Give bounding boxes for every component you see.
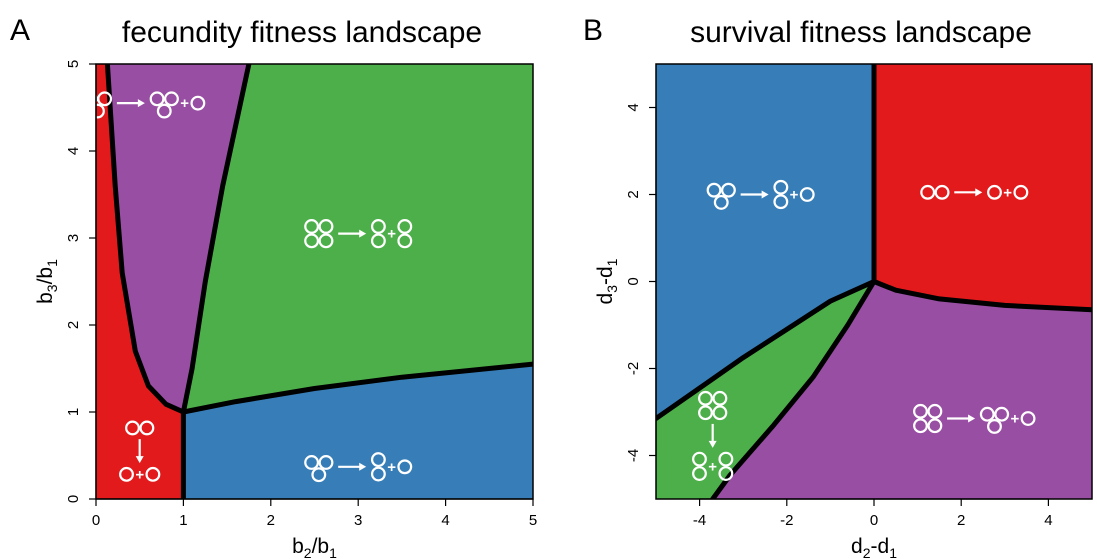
- axis-label-part: d: [594, 293, 617, 305]
- reaction-plus: +: [1010, 411, 1019, 428]
- y-tick-label: 4: [625, 103, 642, 111]
- axis-label-part: d: [878, 535, 890, 558]
- y-tick-label: 0: [65, 495, 82, 503]
- axis-label-subscript: 1: [604, 258, 620, 266]
- region-red: [874, 64, 1092, 310]
- y-tick-label: -2: [625, 362, 642, 375]
- x-tick-label: 2: [267, 512, 275, 529]
- axis-label-subscript: 2: [863, 545, 871, 559]
- y-tick-label: 2: [625, 190, 642, 198]
- x-axis-label: b2/b1: [292, 535, 337, 559]
- panel-a-fecundity: A fecundity fitness landscape + + + +0 1 2 3 4 5…: [10, 14, 537, 559]
- y-tick-label: 0: [625, 277, 642, 285]
- axis-label-part: -: [871, 535, 878, 558]
- reaction-plus: +: [135, 466, 144, 483]
- panel-b-letter: B: [583, 14, 603, 47]
- y-tick-label: 1: [65, 408, 82, 416]
- x-tick-label: 4: [1044, 512, 1052, 529]
- reaction-reactant-cell: [84, 92, 97, 105]
- y-axis-label: d3-d1: [594, 258, 620, 304]
- plot-inner: [656, 64, 1092, 499]
- axis-label-subscript: 1: [44, 259, 60, 267]
- axis-label-part: b: [317, 535, 329, 558]
- panel-a-plot-area: + + + +0 1 2 3 4 5 0 1 2 3 4 5 b2/b1 b3/b1: [34, 60, 537, 559]
- reaction-plus: +: [708, 458, 717, 475]
- panel-a-letter: A: [10, 14, 30, 47]
- reaction-plus: +: [387, 459, 396, 476]
- x-tick-label: 5: [529, 512, 537, 529]
- plot-inner: [96, 64, 533, 499]
- y-tick-label: -4: [625, 449, 642, 462]
- reaction-plus: +: [387, 226, 396, 243]
- axis-label-subscript: 1: [329, 545, 337, 559]
- y-axis-label: b3/b1: [34, 259, 60, 304]
- y-tick-label: 5: [65, 60, 82, 68]
- reaction-plus: +: [790, 187, 799, 204]
- axis-label-subscript: 1: [889, 545, 897, 559]
- y-tick-label: 4: [65, 147, 82, 155]
- x-tick-label: 2: [957, 512, 965, 529]
- x-axis-label: d2-d1: [851, 535, 897, 559]
- reaction-plus: +: [180, 95, 189, 112]
- axis-label-part: b: [292, 535, 304, 558]
- y-tick-label: 3: [65, 234, 82, 242]
- x-tick-label: 0: [92, 512, 100, 529]
- axis-label-part: d: [851, 535, 863, 558]
- panel-b-survival: B survival fitness landscape + +++-4 -2 0 2 4…: [583, 14, 1092, 559]
- axis-label-subscript: 3: [44, 284, 60, 292]
- axis-label-subscript: 3: [604, 285, 620, 293]
- reaction-plus: +: [1003, 184, 1012, 201]
- x-tick-label: 4: [441, 512, 449, 529]
- axis-label-part: -: [594, 278, 617, 285]
- x-tick-label: 3: [354, 512, 362, 529]
- x-tick-label: -2: [780, 512, 793, 529]
- panel-b-title: survival fitness landscape: [690, 16, 1032, 49]
- x-tick-label: 1: [179, 512, 187, 529]
- x-tick-label: -4: [693, 512, 706, 529]
- panel-a-title: fecundity fitness landscape: [122, 16, 482, 49]
- axis-label-subscript: 2: [304, 545, 312, 559]
- x-tick-label: 0: [870, 512, 878, 529]
- y-tick-label: 2: [65, 321, 82, 329]
- axis-label-part: d: [594, 266, 617, 278]
- axis-label-part: b: [34, 292, 57, 304]
- axis-label-part: b: [34, 267, 57, 279]
